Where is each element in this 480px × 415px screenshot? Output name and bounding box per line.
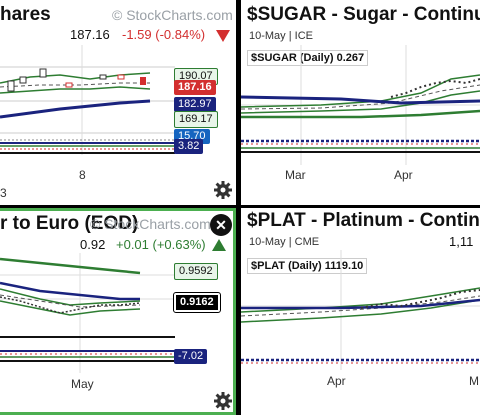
x-axis-label: Apr xyxy=(327,374,346,388)
price-tag: 169.17 xyxy=(174,111,218,128)
indicator-tag: 3.82 xyxy=(174,139,204,154)
chart-panel-bottom-left[interactable]: r to Euro (EOD) © StockCharts.com ✕ 0.92… xyxy=(0,208,236,415)
symbol-label: $SUGAR (Daily) 0.267 xyxy=(247,50,369,66)
gear-icon[interactable] xyxy=(213,391,233,411)
last-price: 0.92 xyxy=(80,237,106,252)
panel-title: $PLAT - Platinum - Continuous C xyxy=(247,210,480,231)
x-axis-label: M xyxy=(469,374,479,388)
contract-info: 10-May | CME xyxy=(249,236,320,248)
x-axis-label: 8 xyxy=(79,168,86,182)
price-tag: 182.97 xyxy=(174,97,216,112)
x-axis-label: Mar xyxy=(285,168,306,182)
x-axis-label: Apr xyxy=(394,168,413,182)
up-arrow-icon xyxy=(212,239,226,251)
panel-title: r to Euro (EOD) xyxy=(0,213,139,234)
panel-title: $SUGAR - Sugar - Continuous C xyxy=(247,4,480,25)
price-tag: 0.9592 xyxy=(174,263,218,280)
price-tag: 187.16 xyxy=(174,80,216,95)
x-axis-label: 3 xyxy=(0,186,7,200)
down-arrow-icon xyxy=(216,30,230,42)
contract-info: 10-May | ICE xyxy=(249,30,313,42)
price-tag: 0.9162 xyxy=(173,292,221,313)
last-price: 1,11 xyxy=(449,234,474,249)
chart-panel-top-left[interactable]: hares © StockCharts.com 187.16 -1.59 (-0… xyxy=(0,0,236,205)
indicator-tag: -7.02 xyxy=(174,349,208,364)
watermark: © StockCharts.com xyxy=(90,216,211,232)
price-plot xyxy=(241,45,480,165)
price-change: -1.59 (-0.84%) xyxy=(122,27,206,42)
x-axis-label: May xyxy=(71,377,94,391)
chart-panel-top-right[interactable]: $SUGAR - Sugar - Continuous C 10-May | I… xyxy=(241,0,480,205)
symbol-label: $PLAT (Daily) 1119.10 xyxy=(247,258,368,274)
price-plot xyxy=(0,253,175,373)
price-plot xyxy=(241,250,480,370)
watermark: © StockCharts.com xyxy=(112,7,233,23)
gear-icon[interactable] xyxy=(213,180,233,200)
price-change: +0.01 (+0.63%) xyxy=(116,237,206,252)
panel-title: hares xyxy=(0,4,51,25)
price-plot xyxy=(0,45,175,155)
chart-panel-bottom-right[interactable]: $PLAT - Platinum - Continuous C 10-May |… xyxy=(241,208,480,415)
close-icon[interactable]: ✕ xyxy=(210,214,232,236)
last-price: 187.16 xyxy=(70,27,110,42)
